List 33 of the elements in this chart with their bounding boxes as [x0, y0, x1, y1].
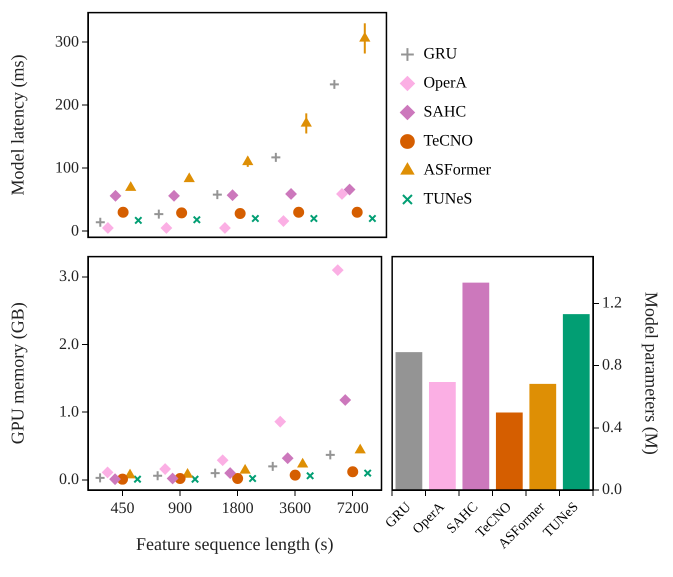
- y-tick-label: 0: [71, 222, 79, 240]
- y2-axis-title: Model parameters (M): [641, 292, 662, 455]
- y-tick-label: 2.0: [59, 336, 79, 353]
- legend-label: SAHC: [423, 104, 466, 121]
- bar: [462, 282, 490, 490]
- y-tick-label: 1.0: [59, 403, 79, 420]
- y-axis-title: GPU memory (GB): [8, 302, 28, 444]
- x-tick-label: 3600: [279, 500, 312, 517]
- bar: [396, 352, 422, 490]
- bar: [428, 382, 456, 490]
- bar: [529, 384, 556, 490]
- x-axis-title: Feature sequence length (s): [136, 534, 334, 554]
- legend-label: TeCNO: [423, 132, 473, 150]
- legend-label: GRU: [423, 46, 458, 63]
- y-tick-label: 3.0: [59, 268, 79, 286]
- legend-label: TUNeS: [423, 190, 472, 208]
- bar: [562, 314, 590, 490]
- y-tick-label: 100: [55, 159, 79, 176]
- x-tick-label: 1800: [222, 500, 254, 517]
- y2-tick-label: 0.0: [602, 481, 622, 498]
- x-tick-label: 7200: [336, 500, 369, 517]
- y2-tick-label: 0.4: [602, 418, 622, 436]
- y-tick-label: 200: [55, 96, 79, 114]
- y-tick-label: 300: [55, 33, 79, 50]
- y2-tick-label: 1.2: [602, 294, 622, 312]
- y2-tick-label: 0.8: [602, 356, 622, 374]
- x-tick-label: 450: [110, 500, 135, 517]
- bar: [496, 412, 523, 490]
- legend-label: ASFormer: [423, 162, 492, 179]
- legend-label: OperA: [423, 74, 468, 92]
- y-tick-label: 0.0: [59, 471, 79, 488]
- y-axis-title: Model latency (ms): [8, 54, 28, 196]
- x-tick-label: 900: [168, 500, 192, 517]
